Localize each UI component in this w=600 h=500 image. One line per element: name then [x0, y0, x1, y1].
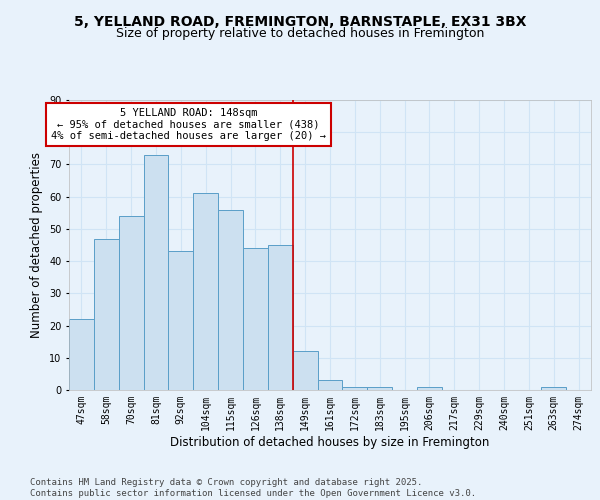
- Bar: [69, 319, 94, 390]
- Bar: [119, 216, 143, 390]
- Bar: [218, 210, 243, 390]
- Bar: [367, 387, 392, 390]
- Bar: [317, 380, 343, 390]
- Bar: [243, 248, 268, 390]
- Text: Size of property relative to detached houses in Fremington: Size of property relative to detached ho…: [116, 28, 484, 40]
- Bar: [268, 245, 293, 390]
- Text: 5, YELLAND ROAD, FREMINGTON, BARNSTAPLE, EX31 3BX: 5, YELLAND ROAD, FREMINGTON, BARNSTAPLE,…: [74, 15, 526, 29]
- Text: Contains HM Land Registry data © Crown copyright and database right 2025.
Contai: Contains HM Land Registry data © Crown c…: [30, 478, 476, 498]
- Bar: [417, 387, 442, 390]
- Bar: [94, 238, 119, 390]
- Text: 5 YELLAND ROAD: 148sqm
← 95% of detached houses are smaller (438)
4% of semi-det: 5 YELLAND ROAD: 148sqm ← 95% of detached…: [51, 108, 326, 142]
- Bar: [293, 352, 317, 390]
- Bar: [143, 155, 169, 390]
- Bar: [541, 387, 566, 390]
- Y-axis label: Number of detached properties: Number of detached properties: [31, 152, 43, 338]
- X-axis label: Distribution of detached houses by size in Fremington: Distribution of detached houses by size …: [170, 436, 490, 448]
- Bar: [193, 194, 218, 390]
- Bar: [169, 252, 193, 390]
- Bar: [343, 387, 367, 390]
